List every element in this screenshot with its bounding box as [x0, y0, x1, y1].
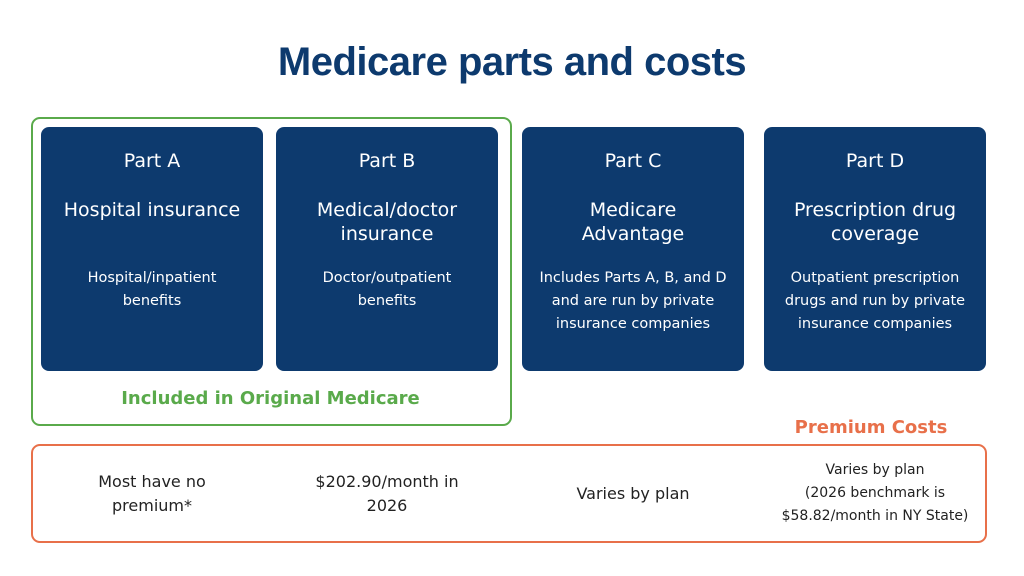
cost-cell: Varies by plan (2026 benchmark is $58.82/…: [764, 446, 986, 541]
group-outline: [31, 117, 512, 426]
part-name: Part D: [845, 150, 905, 172]
part-description: Includes Parts A, B, and D and are run b…: [539, 270, 727, 332]
part-card: Part D Prescription drug coverage Outpatie…: [764, 127, 986, 371]
part-card: Part A Hospital insurance Hospital/inpatie…: [41, 127, 263, 371]
slide-title: Medicare parts and costs: [277, 40, 747, 84]
part-name: Part A: [123, 150, 181, 172]
part-heading: Medicare Advantage: [581, 199, 685, 245]
part-card: Part C Medicare Advantage Includes Parts A…: [522, 127, 744, 371]
cost-text: $202.90/month in 2026: [315, 471, 459, 515]
cost-cell: $202.90/month in 2026: [276, 446, 498, 541]
part-name: Part C: [604, 150, 662, 172]
part-card: Part B Medical/doctor insurance Doctor/out…: [276, 127, 498, 371]
part-heading: Hospital insurance: [63, 199, 241, 221]
cost-text: Varies by plan: [825, 462, 925, 478]
cost-outline: [31, 444, 987, 543]
part-heading: Prescription drug coverage: [793, 199, 957, 245]
cost-text: Varies by plan: [576, 483, 690, 503]
cost-cell: Varies by plan: [522, 446, 744, 541]
group-label: Included in Original Medicare: [121, 388, 420, 409]
part-description: Outpatient prescription drugs and run by…: [784, 270, 966, 332]
cost-text: Most have no premium*: [98, 471, 206, 515]
part-heading: Medical/doctor insurance: [316, 199, 458, 245]
cost-cell: Most have no premium*: [41, 446, 263, 541]
part-description: Hospital/inpatient benefits: [87, 270, 217, 309]
cost-note: (2026 benchmark is $58.82/month in NY St…: [781, 485, 969, 524]
part-name: Part B: [358, 150, 416, 172]
part-description: Doctor/outpatient benefits: [322, 270, 452, 309]
premium-label: Premium Costs: [794, 417, 948, 438]
